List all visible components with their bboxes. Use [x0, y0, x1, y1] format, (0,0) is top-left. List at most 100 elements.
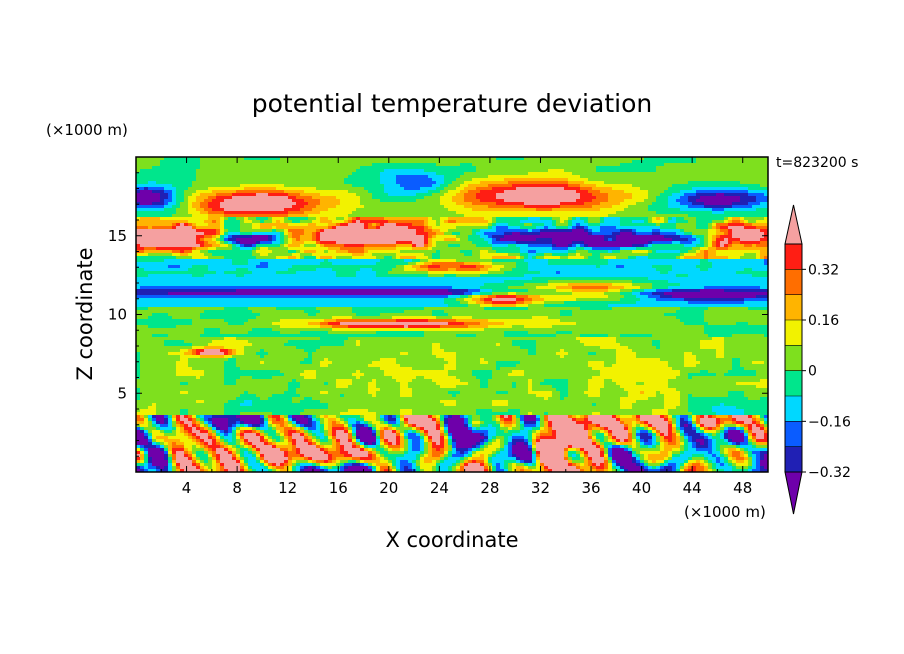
contour-cell — [208, 205, 221, 209]
contour-cell — [736, 424, 741, 428]
contour-cell — [748, 397, 761, 401]
contour-cell — [196, 454, 209, 458]
contour-cell — [540, 433, 553, 437]
contour-cell — [576, 226, 585, 230]
contour-cell — [688, 433, 701, 437]
contour-cell — [632, 196, 649, 200]
contour-cell — [684, 436, 689, 440]
contour-cell — [464, 214, 609, 218]
contour-cell — [744, 217, 765, 221]
contour-cell — [200, 466, 205, 470]
contour-cell — [192, 430, 201, 434]
contour-cell — [412, 460, 417, 464]
contour-cell — [552, 208, 601, 212]
contour-cell — [248, 463, 261, 467]
contour-cell — [552, 430, 557, 434]
contour-cell — [712, 454, 717, 458]
contour-cell — [608, 250, 613, 254]
contour-cell — [164, 202, 169, 206]
contour-cell — [700, 460, 705, 464]
contour-cell — [500, 427, 509, 431]
contour-cell — [464, 199, 481, 203]
contour-cell — [288, 268, 317, 272]
contour-cell — [376, 445, 381, 449]
contour-cell — [488, 175, 581, 179]
contour-cell — [540, 439, 593, 443]
contour-cell — [712, 439, 717, 443]
contour-cell — [400, 436, 405, 440]
contour-cell — [140, 217, 161, 221]
contour-cell — [580, 175, 768, 179]
contour-cell — [224, 403, 241, 407]
contour-cell — [256, 457, 261, 461]
contour-cell — [708, 415, 713, 419]
contour-cell — [372, 454, 377, 458]
contour-cell — [448, 433, 453, 437]
contour-cell — [600, 229, 621, 233]
contour-cell — [136, 358, 141, 362]
contour-cell — [272, 328, 333, 332]
contour-cell — [528, 433, 533, 437]
contour-cell — [520, 412, 529, 416]
contour-cell — [424, 469, 433, 472]
contour-cell — [716, 226, 721, 230]
contour-cell — [372, 361, 397, 365]
contour-cell — [508, 445, 513, 449]
contour-cell — [176, 451, 185, 455]
contour-cell — [240, 442, 245, 446]
contour-cell — [560, 313, 573, 317]
contour-cell — [392, 268, 405, 272]
contour-cell — [336, 442, 341, 446]
contour-cell — [280, 436, 285, 440]
contour-cell — [320, 400, 441, 404]
contour-cell — [180, 439, 193, 443]
contour-cell — [752, 460, 757, 464]
contour-cell — [728, 223, 745, 227]
contour-cell — [492, 244, 509, 248]
contour-cell — [160, 193, 169, 197]
contour-cell — [192, 214, 209, 218]
contour-cell — [360, 427, 369, 431]
contour-cell — [508, 244, 517, 248]
contour-cell — [760, 418, 765, 422]
contour-cell — [344, 430, 349, 434]
contour-cell — [620, 289, 633, 293]
contour-cell — [748, 307, 768, 311]
contour-cell — [396, 178, 433, 182]
contour-cell — [420, 454, 425, 458]
contour-cell — [232, 259, 249, 263]
contour-cell — [636, 352, 685, 356]
contour-cell — [540, 427, 545, 431]
contour-cell — [228, 424, 233, 428]
contour-cell — [468, 448, 473, 452]
contour-cell — [464, 454, 469, 458]
contour-cell — [460, 415, 465, 419]
contour-cell — [624, 199, 645, 203]
contour-cell — [724, 463, 729, 467]
contour-cell — [728, 232, 733, 236]
contour-cell — [404, 433, 409, 437]
contour-cell — [336, 250, 349, 254]
contour-cell — [324, 433, 329, 437]
contour-cell — [532, 460, 537, 464]
contour-cell — [708, 451, 713, 455]
contour-cell — [504, 430, 509, 434]
contour-cell — [180, 421, 185, 425]
contour-cell — [288, 382, 301, 386]
contour-cell — [544, 301, 565, 305]
contour-cell — [340, 463, 345, 467]
contour-cell — [232, 244, 237, 248]
contour-cell — [756, 445, 768, 449]
contour-cell — [192, 352, 197, 356]
contour-cell — [716, 373, 725, 377]
contour-cell — [232, 430, 237, 434]
contour-cell — [260, 415, 265, 419]
contour-cell — [492, 292, 509, 296]
contour-cell — [656, 250, 681, 254]
contour-cell — [668, 454, 673, 458]
contour-cell — [704, 454, 713, 458]
contour-cell — [284, 373, 301, 377]
contour-cell — [520, 415, 525, 419]
contour-cell — [472, 250, 481, 254]
contour-cell — [496, 157, 525, 161]
